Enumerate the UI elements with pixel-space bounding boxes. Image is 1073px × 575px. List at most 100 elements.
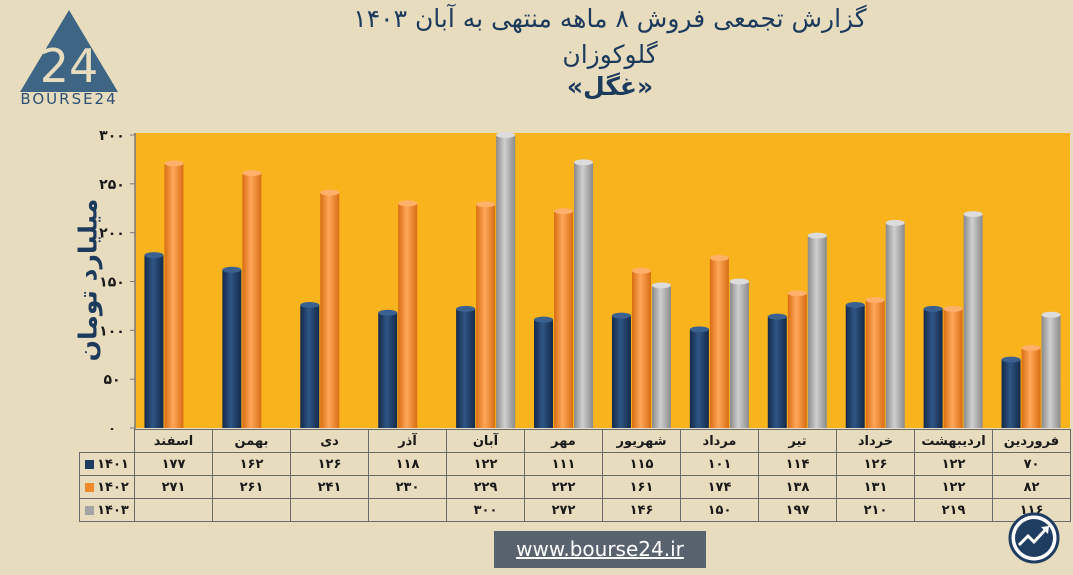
bar-۱۴۰۳	[651, 285, 671, 428]
bar-cap	[222, 266, 242, 273]
bar-cap	[923, 305, 943, 312]
bar-۱۴۰۱	[1001, 359, 1021, 428]
category-label: مرداد	[680, 429, 759, 453]
website-link[interactable]: www.bourse24.ir	[494, 531, 706, 568]
bar-۱۴۰۳	[496, 135, 516, 428]
category-label: مهر	[524, 429, 603, 453]
table-cell: ۲۲۹	[446, 475, 525, 499]
bar-۱۴۰۱	[300, 304, 320, 428]
table-row: ۱۱۶ ۲۱۹ ۲۱۰ ۱۹۷ ۱۵۰ ۱۴۶ ۲۷۲ ۳۰۰ ۱۴۰۳	[79, 498, 1071, 522]
bar-۱۴۰۳	[885, 222, 905, 428]
legend-label: ۱۴۰۳	[97, 502, 129, 518]
bar-۱۴۰۲	[164, 163, 184, 428]
bar-cap	[1041, 311, 1061, 318]
table-cell: ۱۲۲	[914, 452, 993, 476]
bar-cap	[787, 290, 807, 297]
bourse24-logo: 24	[20, 10, 118, 93]
bar-cap	[807, 232, 827, 239]
bar-cap	[320, 189, 340, 196]
table-cell: ۲۴۱	[290, 475, 369, 499]
chart-title: گزارش تجمعی فروش ۸ ماهه منتهی به آبان ۱۴…	[353, 4, 867, 33]
bar-۱۴۰۳	[963, 214, 983, 428]
table-cell: ۱۱۴	[758, 452, 837, 476]
bar-۱۴۰۱	[767, 316, 787, 428]
bar-۱۴۰۱	[689, 329, 709, 428]
bar-۱۴۰۳	[574, 162, 594, 428]
table-cell: ۱۱۱	[524, 452, 603, 476]
bar-cap	[300, 301, 320, 308]
bar-cap	[574, 159, 594, 166]
y-tick-label: ۱۰۰	[99, 323, 125, 339]
bar-cap	[611, 312, 631, 319]
table-cell: ۱۱۵	[602, 452, 681, 476]
table-cell	[290, 498, 369, 522]
table-cell: ۱۲۶	[290, 452, 369, 476]
bar-cap	[456, 305, 476, 312]
bar-۱۴۰۱	[144, 255, 164, 428]
bar-۱۴۰۳	[1041, 314, 1061, 428]
bar-۱۴۰۲	[398, 203, 418, 428]
bar-cap	[1021, 344, 1041, 351]
category-label: آذر	[368, 429, 447, 453]
table-cell: ۱۳۱	[836, 475, 915, 499]
bar-cap	[709, 255, 729, 262]
bar-cap	[689, 326, 709, 333]
table-cell: ۲۲۲	[524, 475, 603, 499]
svg-text:24: 24	[40, 39, 99, 93]
table-cell: ۱۲۲	[446, 452, 525, 476]
series-label-cell: ۱۴۰۱	[79, 452, 135, 476]
table-cell	[368, 498, 447, 522]
table-cell: ۸۲	[992, 475, 1071, 499]
bar-۱۴۰۲	[1021, 347, 1041, 428]
category-label: خرداد	[836, 429, 915, 453]
legend-label: ۱۴۰۱	[97, 456, 129, 472]
y-tick-label: ۰	[108, 421, 117, 430]
bar-۱۴۰۲	[787, 293, 807, 428]
table-cell: ۱۰۱	[680, 452, 759, 476]
y-tick-label: ۲۵۰	[99, 177, 125, 193]
table-cell: ۷۰	[992, 452, 1071, 476]
table-cell: ۳۰۰	[446, 498, 525, 522]
y-tick-label: ۲۰۰	[99, 226, 125, 242]
bar-cap	[554, 208, 574, 215]
legend-label: ۱۴۰۲	[97, 479, 129, 495]
bar-۱۴۰۱	[222, 269, 242, 428]
y-tick-label: ۱۵۰	[99, 275, 125, 291]
bar-۱۴۰۲	[943, 308, 963, 428]
bar-۱۴۰۲	[242, 173, 262, 428]
table-cell: ۱۷۴	[680, 475, 759, 499]
bar-۱۴۰۱	[923, 308, 943, 428]
table-cell: ۱۲۶	[836, 452, 915, 476]
category-label: آبان	[446, 429, 525, 453]
table-row: ۸۲ ۱۲۲ ۱۳۱ ۱۳۸ ۱۷۴ ۱۶۱ ۲۲۲ ۲۲۹ ۲۳۰ ۲۴۱ ۲۶۱ ۲۷۱ ۱۴۰۲	[79, 475, 1071, 499]
bar-۱۴۰۲	[476, 204, 496, 428]
table-cell: ۱۲۲	[914, 475, 993, 499]
bar-۱۴۰۱	[378, 312, 398, 428]
bar-۱۴۰۲	[631, 270, 651, 428]
bar-chart: ۰ ۵۰ ۱۰۰ ۱۵۰ ۲۰۰ ۲۵۰ ۳۰۰	[99, 128, 1070, 430]
table-cell: ۲۱۰	[836, 498, 915, 522]
data-table: فروردین اردیبهشت خرداد تیر مرداد شهریور مهر آبا…	[79, 429, 1071, 522]
legend-swatch	[85, 505, 95, 515]
table-cell: ۲۷۱	[134, 475, 213, 499]
table-cell: ۲۱۹	[914, 498, 993, 522]
bar-۱۴۰۱	[534, 319, 554, 428]
table-cell: ۱۷۷	[134, 452, 213, 476]
bar-۱۴۰۲	[709, 258, 729, 428]
bar-cap	[885, 219, 905, 226]
table-cell	[134, 498, 213, 522]
category-label: بهمن	[212, 429, 291, 453]
bar-cap	[144, 252, 164, 259]
bar-cap	[651, 282, 671, 289]
table-cell: ۲۳۰	[368, 475, 447, 499]
table-cell: ۲۶۱	[212, 475, 291, 499]
y-tick-label: ۳۰۰	[99, 128, 125, 144]
table-cell: ۱۶۱	[602, 475, 681, 499]
bar-cap	[242, 170, 262, 177]
bar-cap	[496, 132, 516, 138]
bar-cap	[398, 200, 418, 207]
bar-۱۴۰۱	[456, 308, 476, 428]
y-tick-label: ۵۰	[103, 372, 120, 388]
bar-cap	[1001, 356, 1021, 363]
trend-badge-icon	[1008, 512, 1060, 564]
